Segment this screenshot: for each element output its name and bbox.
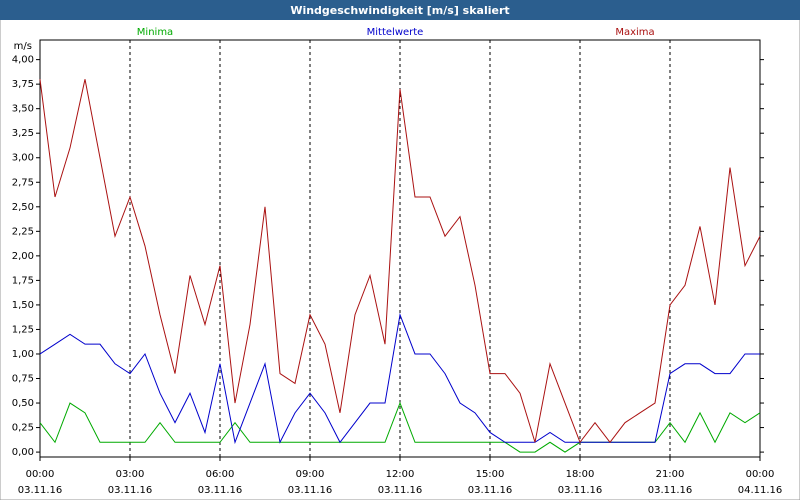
y-tick-label: 0,75 bbox=[12, 374, 34, 385]
x-tick-date: 04.11.16 bbox=[738, 485, 783, 496]
y-tick-label: 0,50 bbox=[12, 398, 34, 409]
y-tick-label: 1,25 bbox=[12, 324, 34, 335]
y-tick-label: 3,50 bbox=[12, 104, 34, 115]
y-tick-label: 1,75 bbox=[12, 275, 34, 286]
legend-label: Maxima bbox=[615, 27, 654, 38]
x-tick-date: 03.11.16 bbox=[558, 485, 603, 496]
x-tick-label: 00:00 bbox=[746, 469, 775, 480]
x-tick-label: 21:00 bbox=[656, 469, 685, 480]
y-tick-label: 0,00 bbox=[12, 447, 34, 458]
x-tick-date: 03.11.16 bbox=[18, 485, 63, 496]
x-tick-date: 03.11.16 bbox=[468, 485, 513, 496]
series-line bbox=[39, 79, 761, 444]
x-tick-date: 03.11.16 bbox=[288, 485, 333, 496]
x-tick-label: 03:00 bbox=[116, 469, 145, 480]
y-tick-label: 0,25 bbox=[12, 423, 34, 434]
y-tick-label: 2,00 bbox=[12, 251, 34, 262]
x-tick-date: 03.11.16 bbox=[648, 485, 693, 496]
y-tick-label: 2,50 bbox=[12, 202, 34, 213]
x-tick-label: 12:00 bbox=[386, 469, 415, 480]
y-tick-label: 3,00 bbox=[12, 153, 34, 164]
x-tick-label: 15:00 bbox=[476, 469, 505, 480]
x-tick-date: 03.11.16 bbox=[108, 485, 153, 496]
legend-label: Mittelwerte bbox=[367, 27, 424, 38]
plot-area bbox=[39, 39, 761, 458]
chart-title: Windgeschwindigkeit [m/s] skaliert bbox=[290, 4, 509, 17]
x-tick-label: 18:00 bbox=[566, 469, 595, 480]
x-tick-label: 09:00 bbox=[296, 469, 325, 480]
title-bar bbox=[0, 0, 800, 20]
y-unit: m/s bbox=[14, 41, 32, 52]
y-tick-label: 4,00 bbox=[12, 55, 34, 66]
y-tick-label: 2,75 bbox=[12, 177, 34, 188]
x-tick-label: 06:00 bbox=[206, 469, 235, 480]
y-tick-label: 3,25 bbox=[12, 128, 34, 139]
series-line bbox=[39, 312, 760, 445]
legend-label: Minima bbox=[137, 27, 173, 38]
y-tick-label: 3,75 bbox=[12, 79, 34, 90]
y-tick-label: 2,25 bbox=[12, 226, 34, 237]
y-tick-label: 1,50 bbox=[12, 300, 34, 311]
y-tick-label: 1,00 bbox=[12, 349, 34, 360]
x-tick-date: 03.11.16 bbox=[378, 485, 423, 496]
x-tick-label: 00:00 bbox=[26, 469, 55, 480]
x-tick-date: 03.11.16 bbox=[198, 485, 243, 496]
